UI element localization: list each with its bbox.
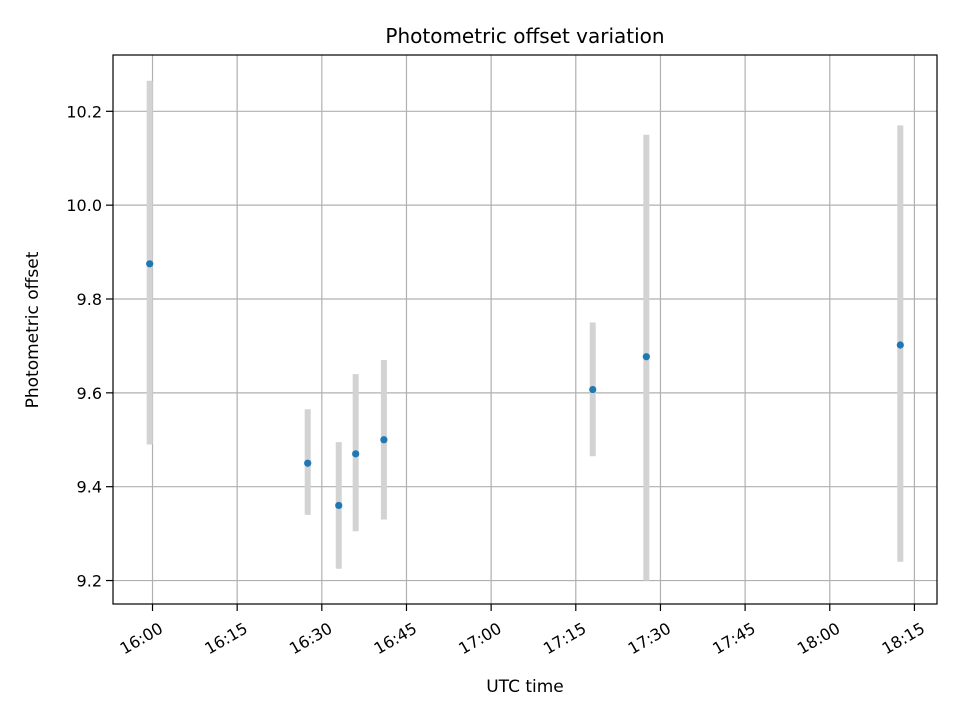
data-point [352, 450, 360, 458]
data-point [146, 260, 154, 268]
data-point [380, 436, 388, 444]
y-tick-label: 9.6 [77, 384, 102, 403]
y-tick-label: 10.0 [66, 196, 102, 215]
chart-title: Photometric offset variation [385, 24, 664, 48]
plot-frame [112, 54, 938, 605]
y-axis-title: Photometric offset [23, 251, 43, 408]
grid [113, 55, 937, 604]
data-point [896, 341, 904, 349]
data-point [335, 501, 343, 510]
y-tick-label: 9.8 [77, 290, 102, 309]
data-points [146, 260, 904, 510]
y-tick-label: 9.2 [77, 572, 102, 591]
x-axis-title: UTC time [486, 677, 564, 697]
data-point [642, 353, 650, 361]
y-tick-label: 10.2 [66, 102, 102, 121]
data-point [304, 459, 312, 467]
data-point [589, 385, 597, 394]
y-axis-ticks: 9.2 9.4 9.6 9.8 10.0 10.2 [66, 102, 113, 591]
y-tick-label: 9.4 [77, 478, 102, 497]
